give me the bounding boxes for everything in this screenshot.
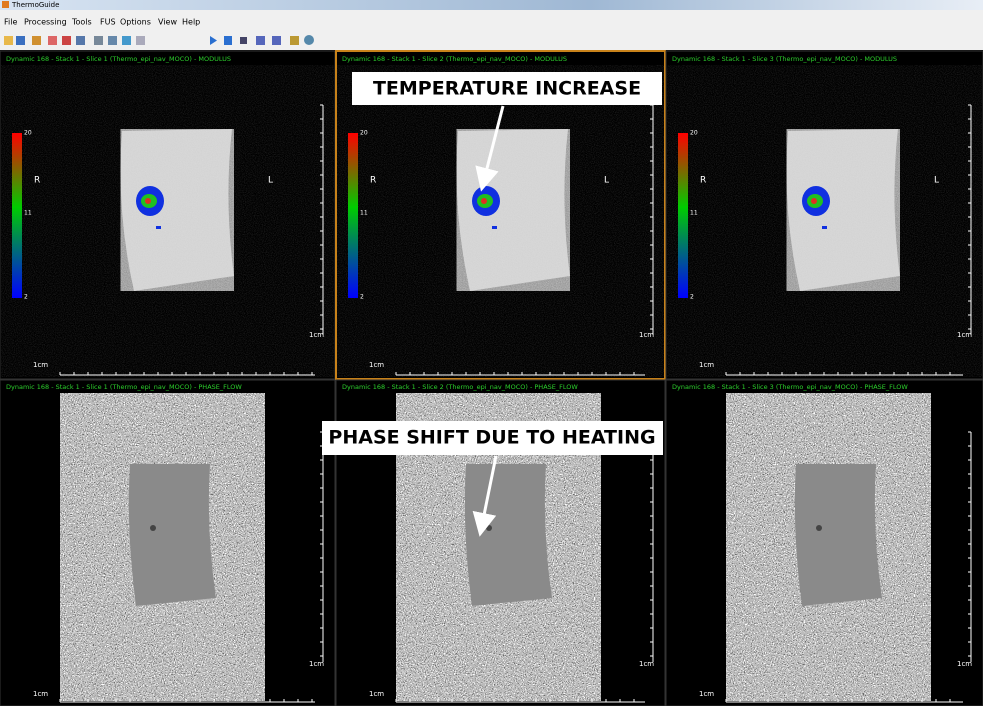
- menu-item[interactable]: FUS: [100, 18, 116, 27]
- heat-blob: [145, 198, 151, 204]
- heat-speck: [822, 226, 827, 229]
- scale-label: 1cm: [309, 660, 324, 668]
- annotation-phase: PHASE SHIFT DUE TO HEATING: [322, 421, 663, 537]
- menu-item[interactable]: Tools: [71, 18, 92, 27]
- window-title: ThermoGuide: [11, 1, 59, 9]
- annotation-text: TEMPERATURE INCREASE: [373, 78, 641, 100]
- colorbar-label: 11: [24, 210, 32, 217]
- orientation-right: L: [934, 176, 939, 186]
- orientation-left: R: [34, 176, 40, 186]
- scale-label: 1cm: [699, 361, 714, 369]
- phase-spot: [486, 525, 492, 531]
- menu-item[interactable]: Processing: [24, 18, 67, 27]
- colorbar-label: 11: [690, 210, 698, 217]
- menu-item[interactable]: Help: [182, 18, 200, 27]
- orientation-left: R: [700, 176, 706, 186]
- menu-item[interactable]: Options: [120, 18, 151, 27]
- app-icon: [2, 1, 9, 8]
- scale-label: 1cm: [699, 690, 714, 698]
- orientation-right: L: [268, 176, 273, 186]
- orientation-right: L: [604, 176, 609, 186]
- panel-header: Dynamic 168 - Stack 1 - Slice 1 (Thermo_…: [6, 383, 242, 391]
- phase-phantom: [794, 464, 882, 606]
- scale-label: 1cm: [639, 331, 654, 339]
- menu-item[interactable]: File: [4, 18, 17, 27]
- colorbar-label: 20: [690, 130, 698, 137]
- phase-spot: [816, 525, 822, 531]
- scale-label: 1cm: [33, 361, 48, 369]
- phase-phantom: [128, 464, 216, 606]
- phantom-grain: [456, 129, 570, 291]
- colorbar-label: 20: [360, 130, 368, 137]
- phase-phantom: [464, 464, 552, 606]
- title-bar: [0, 0, 983, 10]
- scale-label: 1cm: [369, 361, 384, 369]
- heat-blob: [811, 198, 817, 204]
- colorbar: [348, 133, 358, 298]
- panel-header: Dynamic 168 - Stack 1 - Slice 2 (Thermo_…: [342, 55, 567, 63]
- toolbar: [4, 35, 314, 45]
- phantom-grain: [120, 129, 234, 291]
- colorbar: [678, 133, 688, 298]
- scale-label: 1cm: [957, 660, 972, 668]
- colorbar-label: 20: [24, 130, 32, 137]
- orientation-left: R: [370, 176, 376, 186]
- annotation-text: PHASE SHIFT DUE TO HEATING: [328, 427, 655, 449]
- phantom-grain: [786, 129, 900, 291]
- scale-label: 1cm: [369, 690, 384, 698]
- panel-header: Dynamic 168 - Stack 1 - Slice 3 (Thermo_…: [672, 383, 908, 391]
- heat-speck: [156, 226, 161, 229]
- menu-item[interactable]: View: [158, 18, 177, 27]
- panel-header: Dynamic 168 - Stack 1 - Slice 3 (Thermo_…: [672, 55, 897, 63]
- heat-blob: [481, 198, 487, 204]
- colorbar-label: 2: [690, 294, 694, 301]
- colorbar-label: 2: [360, 294, 364, 301]
- heat-speck: [492, 226, 497, 229]
- menu-toolbar-bg: [0, 10, 983, 50]
- scale-label: 1cm: [639, 660, 654, 668]
- colorbar-label: 2: [24, 294, 28, 301]
- scale-label: 1cm: [309, 331, 324, 339]
- scale-label: 1cm: [33, 690, 48, 698]
- annotation-temperature: TEMPERATURE INCREASE: [352, 72, 662, 192]
- phase-spot: [150, 525, 156, 531]
- colorbar: [12, 133, 22, 298]
- colorbar-label: 11: [360, 210, 368, 217]
- panel-header: Dynamic 168 - Stack 1 - Slice 2 (Thermo_…: [342, 383, 578, 391]
- panel-header: Dynamic 168 - Stack 1 - Slice 1 (Thermo_…: [6, 55, 231, 63]
- scale-label: 1cm: [957, 331, 972, 339]
